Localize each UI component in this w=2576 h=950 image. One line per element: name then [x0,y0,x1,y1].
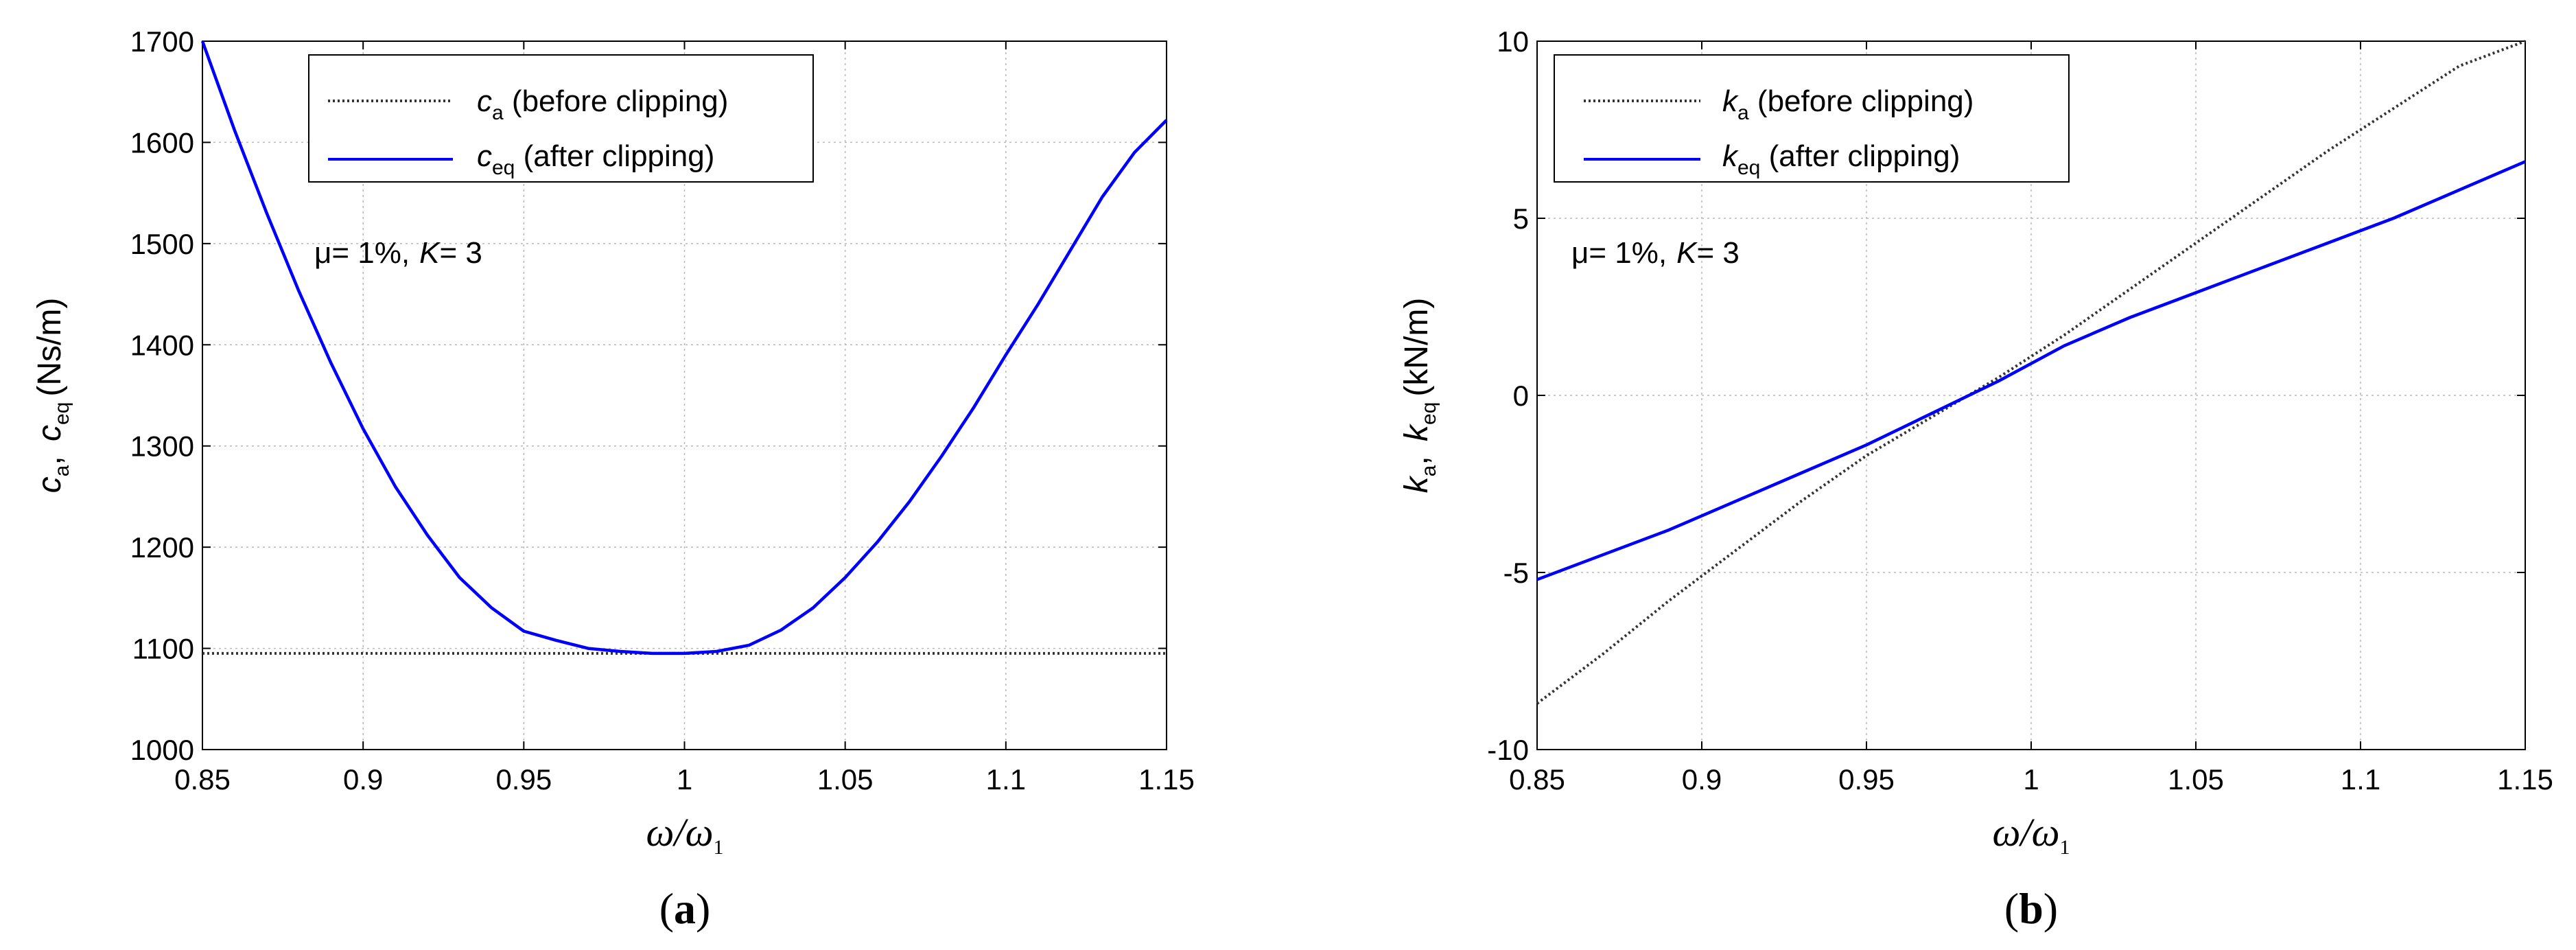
y-tick-label-b-0: -10 [1487,734,1529,766]
x-tick-label-a-1: 0.9 [343,763,383,796]
x-tick-label-a-2: 0.95 [495,763,552,796]
x-axis-label-b: ω/ω1 [1992,810,2070,859]
x-tick-label-a-0: 0.85 [174,763,231,796]
x-tick-label-b-6: 1.15 [2497,763,2553,796]
panel-a: 0.85 0.9 0.95 1 1.05 1.1 1.15 1000 1100 1200 1300… [32,25,1195,933]
y-tick-labels-b: -10 -5 0 5 10 [1487,25,1529,766]
y-tick-label-a-1: 1100 [132,633,194,665]
legend-box-b [1554,54,2070,183]
y-tick-label-b-4: 10 [1497,25,1529,58]
y-tick-labels-a: 1000 1100 1200 1300 1400 1500 1600 1700 [130,25,194,766]
x-tick-marks-a [202,41,1167,750]
x-tick-label-b-4: 1.05 [2168,763,2224,796]
x-tick-label-a-5: 1.1 [986,763,1026,796]
y-tick-label-a-4: 1400 [130,329,194,361]
x-tick-marks-b [1536,41,2526,750]
legend-label-ca: ca (before clipping) [477,84,728,124]
panel-caption-b: (b) [2004,884,2058,933]
y-axis-label-b: ka, keq(kN/m) [1398,298,1440,494]
legend-label-keq: keq (after clipping) [1722,139,1960,179]
series-line-ka [1536,40,2526,705]
y-axis-label-a: ca, ceq(Ns/m) [32,298,73,494]
legend-box-a [308,54,814,183]
x-tick-label-b-5: 1.1 [2341,763,2380,796]
x-tick-label-a-6: 1.15 [1138,763,1195,796]
y-tick-label-a-7: 1700 [130,25,194,58]
x-tick-label-a-3: 1 [677,763,692,796]
series-group-b [1536,40,2526,705]
y-tick-label-a-6: 1600 [130,126,194,159]
x-tick-label-b-0: 0.85 [1509,763,1565,796]
y-tick-label-a-2: 1200 [130,531,194,564]
panel-b: 0.85 0.9 0.95 1 1.05 1.1 1.15 -10 -5 0 5 10 ka (be… [1398,25,2553,933]
annotation-a: μ= 1%, K= 3 [314,236,482,270]
series-line-ceq [200,40,1168,656]
series-line-keq [1536,160,2526,581]
y-tick-label-b-3: 5 [1513,202,1529,235]
x-tick-label-b-2: 0.95 [1838,763,1895,796]
series-group-a [200,40,1168,656]
x-tick-label-b-3: 1 [2023,763,2039,796]
y-tick-label-a-5: 1500 [130,228,194,260]
y-gridlines-b [1537,218,2525,573]
panel-caption-a: (a) [659,884,711,933]
y-tick-label-b-1: -5 [1503,557,1529,589]
annotation-b: μ= 1%, K= 3 [1571,236,1740,270]
legend-b: ka (before clipping) keq (after clipping… [1554,54,2070,183]
y-tick-marks-b [1537,40,2525,750]
x-tick-label-b-1: 0.9 [1682,763,1722,796]
x-tick-labels-a: 0.85 0.9 0.95 1 1.05 1.1 1.15 [174,763,1195,796]
legend-a: ca (before clipping) ceq (after clipping… [308,54,814,183]
y-tick-label-a-3: 1300 [130,430,194,463]
x-tick-label-a-4: 1.05 [817,763,874,796]
x-axis-label-a: ω/ω1 [646,810,723,859]
y-tick-label-a-0: 1000 [130,734,194,766]
legend-label-ceq: ceq (after clipping) [477,139,714,179]
x-tick-labels-b: 0.85 0.9 0.95 1 1.05 1.1 1.15 [1509,763,2553,796]
y-tick-marks-a [202,40,1167,750]
legend-label-ka: ka (before clipping) [1722,84,1974,124]
y-tick-label-b-2: 0 [1513,380,1529,412]
